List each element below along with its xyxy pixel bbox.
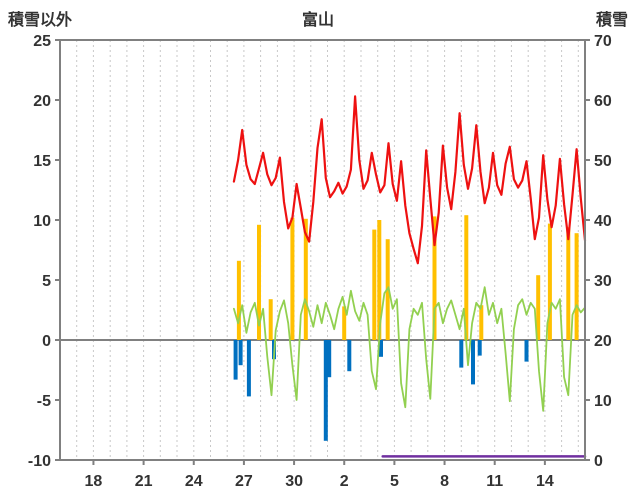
right-tick-label: 60 (594, 93, 612, 110)
bar-orange-bars (268, 299, 273, 340)
bar-orange-bars (574, 233, 579, 340)
left-tick-label: -10 (28, 453, 51, 470)
bar-orange-bars (342, 306, 347, 340)
bar-orange-bars (257, 224, 261, 340)
bar-blue-bars (477, 340, 482, 356)
bar-blue-bars (323, 340, 328, 441)
x-tick-label: 30 (285, 473, 303, 490)
bar-blue-bars (459, 340, 464, 368)
bar-blue-bars (347, 340, 352, 372)
bar-orange-bars (464, 215, 469, 340)
x-tick-label: 14 (536, 473, 554, 490)
bar-orange-bars (536, 275, 541, 340)
bar-orange-bars (377, 220, 382, 340)
bar-orange-bars (547, 223, 552, 340)
plot-frame (59, 39, 586, 461)
left-tick-label: 25 (33, 33, 51, 50)
right-tick-label: 20 (594, 333, 612, 350)
bar-blue-bars (327, 340, 332, 378)
bar-blue-bars (238, 340, 243, 366)
bar-blue-bars (524, 340, 529, 362)
bar-blue-bars (233, 340, 238, 380)
right-tick-label: 30 (594, 273, 612, 290)
bar-blue-bars (471, 340, 475, 385)
x-tick-label: 2 (340, 473, 349, 490)
right-tick-label: 10 (594, 393, 612, 410)
right-tick-label: 50 (594, 153, 612, 170)
left-tick-label: 15 (33, 153, 51, 170)
bar-orange-bars (479, 305, 484, 340)
right-tick-label: 70 (594, 33, 612, 50)
left-tick-label: 0 (42, 333, 51, 350)
x-tick-label: 27 (235, 473, 253, 490)
left-tick-label: 10 (33, 213, 51, 230)
series-red-line (232, 95, 587, 265)
x-tick-label: 18 (85, 473, 103, 490)
x-tick-label: 24 (185, 473, 203, 490)
x-tick-label: 8 (440, 473, 449, 490)
bar-orange-bars (432, 216, 437, 340)
bar-orange-bars (303, 218, 308, 340)
series-green-line (232, 286, 586, 412)
left-tick-label: 20 (33, 93, 51, 110)
bar-blue-bars (379, 340, 383, 357)
x-tick-label: 5 (390, 473, 399, 490)
right-tick-label: 40 (594, 213, 612, 230)
bar-orange-bars (372, 229, 377, 340)
bar-orange-bars (566, 227, 571, 340)
bar-orange-bars (236, 260, 241, 340)
right-tick-label: 0 (594, 453, 603, 470)
bar-blue-bars (246, 340, 251, 397)
bar-orange-bars (290, 217, 295, 340)
left-tick-label: 5 (42, 273, 51, 290)
right-axis-title: 積雪 (595, 12, 628, 29)
x-tick-label: 11 (486, 473, 503, 490)
left-axis-title: 積雪以外 (8, 12, 73, 29)
x-tick-label: 21 (135, 473, 153, 490)
left-tick-label: -5 (37, 393, 51, 410)
